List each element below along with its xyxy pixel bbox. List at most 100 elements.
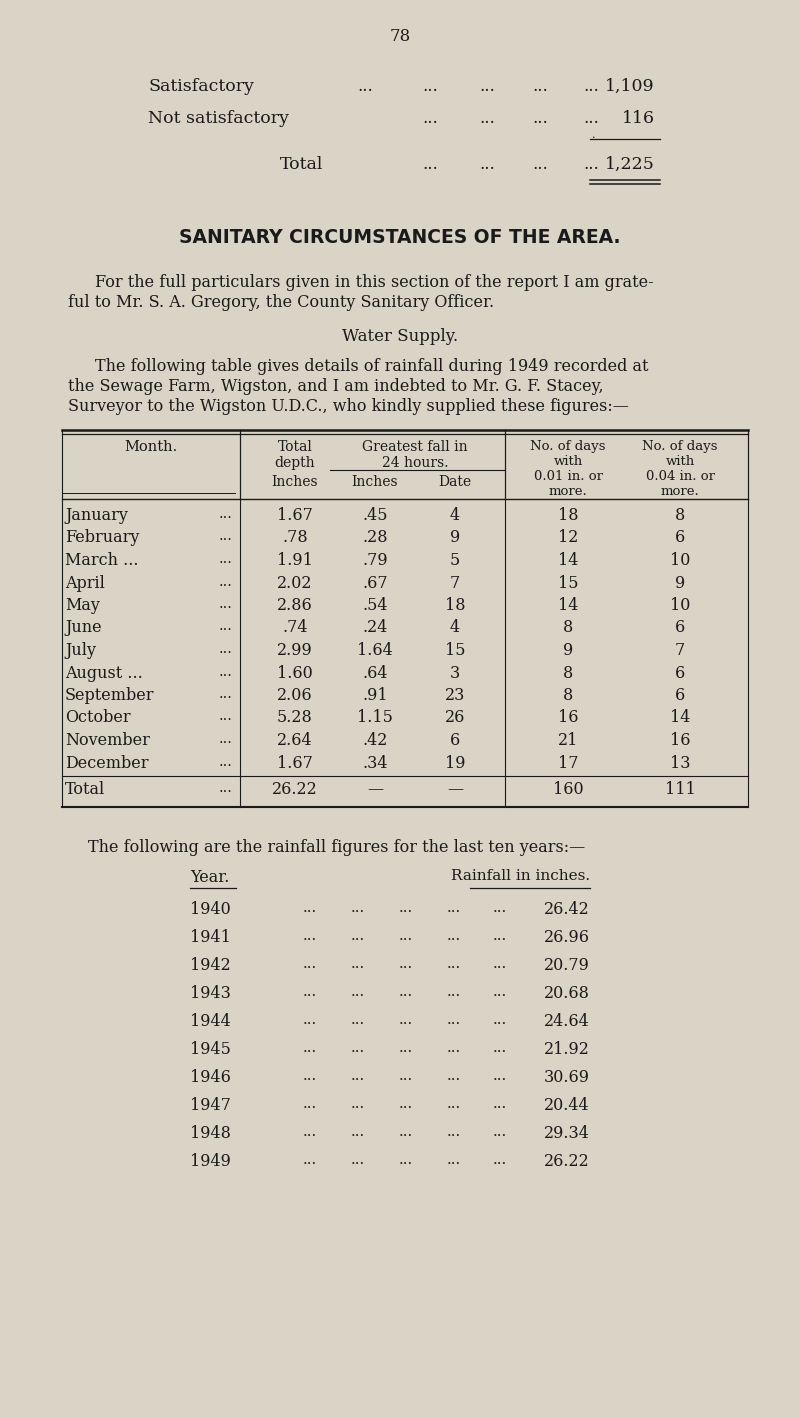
Text: 4: 4: [450, 508, 460, 525]
Text: Rainfall in inches.: Rainfall in inches.: [451, 869, 590, 883]
Text: 17: 17: [558, 754, 578, 771]
Text: ...: ...: [493, 900, 507, 915]
Text: ...: ...: [351, 1124, 365, 1139]
Text: .54: .54: [362, 597, 388, 614]
Text: Water Supply.: Water Supply.: [342, 328, 458, 345]
Text: .34: .34: [362, 754, 388, 771]
Text: ...: ...: [303, 1098, 317, 1110]
Text: the Sewage Farm, Wigston, and I am indebted to Mr. G. F. Stacey,: the Sewage Farm, Wigston, and I am indeb…: [68, 379, 604, 396]
Text: May: May: [65, 597, 100, 614]
Text: Date: Date: [438, 475, 471, 489]
Text: November: November: [65, 732, 150, 749]
Text: ...: ...: [218, 552, 232, 566]
Text: 2.86: 2.86: [277, 597, 313, 614]
Text: ...: ...: [303, 1124, 317, 1139]
Text: 26.42: 26.42: [544, 900, 590, 917]
Text: ...: ...: [447, 1098, 461, 1110]
Text: ...: ...: [351, 1098, 365, 1110]
Text: ...: ...: [303, 986, 317, 1000]
Text: ...: ...: [351, 900, 365, 915]
Text: Not satisfactory: Not satisfactory: [148, 111, 289, 128]
Text: ...: ...: [479, 78, 495, 95]
Text: ...: ...: [218, 665, 232, 678]
Text: 1.15: 1.15: [357, 709, 393, 726]
Text: ...: ...: [351, 957, 365, 971]
Text: 1,225: 1,225: [605, 156, 655, 173]
Text: No. of days
with
0.04 in. or
more.: No. of days with 0.04 in. or more.: [642, 440, 718, 498]
Text: ...: ...: [447, 1153, 461, 1167]
Text: 1940: 1940: [190, 900, 230, 917]
Text: ...: ...: [218, 754, 232, 769]
Text: 29.34: 29.34: [544, 1124, 590, 1141]
Text: ...: ...: [303, 1012, 317, 1027]
Text: 8: 8: [563, 620, 573, 637]
Text: ...: ...: [399, 1098, 413, 1110]
Text: 9: 9: [675, 574, 685, 591]
Text: June: June: [65, 620, 102, 637]
Text: 6: 6: [675, 620, 685, 637]
Text: The following table gives details of rainfall during 1949 recorded at: The following table gives details of rai…: [95, 357, 649, 374]
Text: ...: ...: [303, 1069, 317, 1083]
Text: March ...: March ...: [65, 552, 138, 569]
Text: 12: 12: [558, 529, 578, 546]
Text: ...: ...: [218, 709, 232, 723]
Text: ...: ...: [493, 957, 507, 971]
Text: 1.67: 1.67: [277, 508, 313, 525]
Text: 21: 21: [558, 732, 578, 749]
Text: 1,109: 1,109: [606, 78, 655, 95]
Text: ...: ...: [399, 1153, 413, 1167]
Text: .79: .79: [362, 552, 388, 569]
Text: 2.02: 2.02: [278, 574, 313, 591]
Text: 23: 23: [445, 686, 465, 703]
Text: 2.64: 2.64: [277, 732, 313, 749]
Text: ...: ...: [303, 1153, 317, 1167]
Text: 116: 116: [622, 111, 655, 128]
Text: 5: 5: [450, 552, 460, 569]
Text: Greatest fall in
24 hours.: Greatest fall in 24 hours.: [362, 440, 468, 471]
Text: Inches: Inches: [352, 475, 398, 489]
Text: ...: ...: [583, 156, 599, 173]
Text: ...: ...: [583, 78, 599, 95]
Text: ...: ...: [399, 986, 413, 1000]
Text: ...: ...: [351, 986, 365, 1000]
Text: 7: 7: [675, 642, 685, 659]
Text: Satisfactory: Satisfactory: [148, 78, 254, 95]
Text: 26.22: 26.22: [272, 781, 318, 798]
Text: 20.79: 20.79: [544, 957, 590, 974]
Text: February: February: [65, 529, 139, 546]
Text: ...: ...: [399, 1041, 413, 1055]
Text: 24.64: 24.64: [544, 1012, 590, 1029]
Text: 26: 26: [445, 709, 465, 726]
Text: 6: 6: [675, 686, 685, 703]
Text: ...: ...: [351, 1041, 365, 1055]
Text: ...: ...: [357, 78, 373, 95]
Text: ...: ...: [351, 1069, 365, 1083]
Text: 7: 7: [450, 574, 460, 591]
Text: 3: 3: [450, 665, 460, 682]
Text: .24: .24: [362, 620, 388, 637]
Text: The following are the rainfall figures for the last ten years:—: The following are the rainfall figures f…: [88, 839, 586, 856]
Text: 14: 14: [558, 552, 578, 569]
Text: ...: ...: [493, 1124, 507, 1139]
Text: 2.06: 2.06: [277, 686, 313, 703]
Text: .45: .45: [362, 508, 388, 525]
Text: ...: ...: [422, 78, 438, 95]
Text: 111: 111: [665, 781, 695, 798]
Text: .42: .42: [362, 732, 388, 749]
Text: Year.: Year.: [190, 869, 230, 886]
Text: ...: ...: [303, 957, 317, 971]
Text: 1946: 1946: [190, 1069, 231, 1086]
Text: ...: ...: [218, 620, 232, 634]
Text: 15: 15: [558, 574, 578, 591]
Text: ...: ...: [303, 1041, 317, 1055]
Text: 26.22: 26.22: [544, 1153, 590, 1170]
Text: 15: 15: [445, 642, 466, 659]
Text: ...: ...: [303, 929, 317, 943]
Text: 1.91: 1.91: [277, 552, 313, 569]
Text: 14: 14: [558, 597, 578, 614]
Text: 8: 8: [675, 508, 685, 525]
Text: 1949: 1949: [190, 1153, 231, 1170]
Text: 6: 6: [675, 529, 685, 546]
Text: ...: ...: [351, 1153, 365, 1167]
Text: .67: .67: [362, 574, 388, 591]
